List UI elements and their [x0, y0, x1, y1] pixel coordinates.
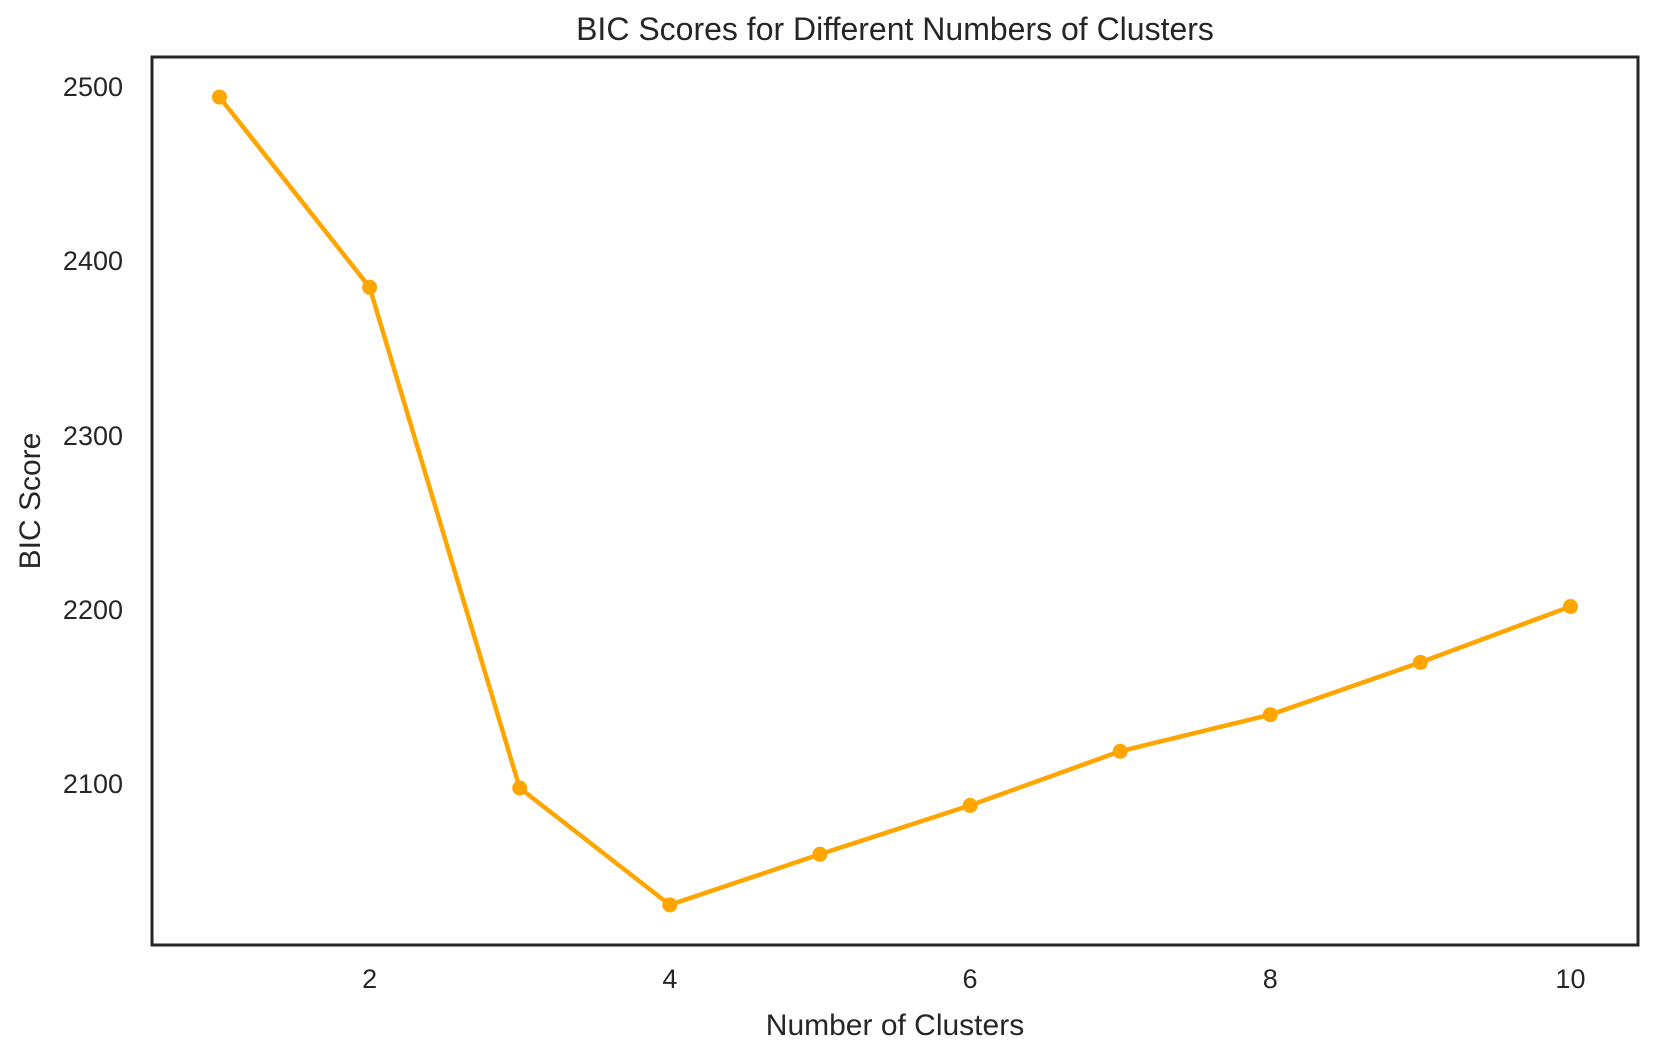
x-axis-label: Number of Clusters: [765, 1009, 1025, 1042]
data-point-marker: [1112, 743, 1128, 759]
plot-border: [150, 55, 1640, 947]
data-point-marker: [812, 846, 828, 862]
data-point-marker: [362, 279, 378, 295]
x-tick-label: 10: [1555, 964, 1586, 994]
chart-title: BIC Scores for Different Numbers of Clus…: [576, 11, 1214, 47]
x-tick-label: 6: [962, 964, 978, 994]
x-tick-label: 8: [1262, 964, 1278, 994]
y-tick-label: 2100: [62, 769, 123, 800]
data-point-marker: [212, 89, 227, 105]
y-tick-label: 2400: [62, 246, 123, 277]
data-point-marker: [1262, 707, 1278, 723]
data-point-marker: [1412, 654, 1428, 670]
data-point-marker: [662, 897, 678, 913]
x-tick-label: 2: [362, 964, 378, 994]
y-tick-label: 2200: [62, 595, 123, 626]
y-tick-label: 2300: [62, 420, 123, 451]
x-tick-label: 4: [662, 964, 678, 994]
data-point-marker: [1563, 599, 1578, 614]
data-point-marker: [962, 797, 978, 813]
y-tick-label: 2500: [62, 71, 123, 102]
data-point-marker: [512, 780, 528, 796]
y-axis-label: BIC Score: [14, 432, 47, 570]
line-series: [217, 94, 1573, 908]
